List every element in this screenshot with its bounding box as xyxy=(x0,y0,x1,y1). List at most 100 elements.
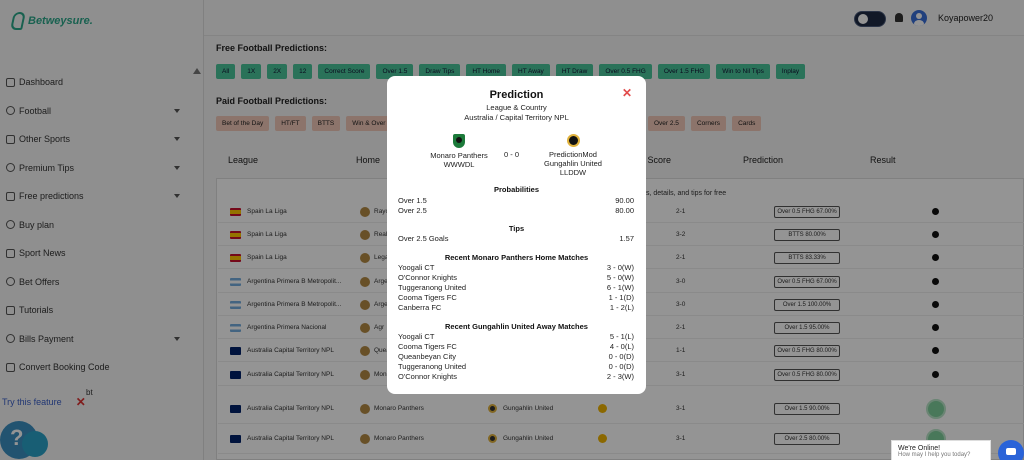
flag-icon xyxy=(230,277,241,286)
sidebar-item-sport-news[interactable]: Sport News xyxy=(0,239,204,268)
help-icon[interactable]: ? xyxy=(0,415,52,460)
flag-icon xyxy=(230,323,241,332)
sidebar-item-dashboard[interactable]: Dashboard xyxy=(0,68,204,97)
flag-icon xyxy=(230,230,241,239)
tips-icon xyxy=(6,163,15,173)
sidebar-item-bet-offers[interactable]: Bet Offers xyxy=(0,268,204,297)
prediction-badge[interactable]: Over 1.5 100.00% xyxy=(774,298,840,311)
line-label: Yoogali CT xyxy=(398,263,435,272)
modal-line: Over 2.5 80.00 xyxy=(398,206,634,215)
filter-chip[interactable]: Draw Tips xyxy=(419,64,461,79)
sidebar-item-label: Free predictions xyxy=(19,191,84,202)
result-icon xyxy=(932,254,939,261)
col-score: d Score xyxy=(640,155,672,165)
line-label: Over 2.5 Goals xyxy=(398,234,449,243)
prediction-badge[interactable]: BTTS 80.00% xyxy=(774,228,840,241)
modal-line: Tuggeranong United 6 - 1(W) xyxy=(398,283,634,292)
prediction-badge[interactable]: Over 1.5 95.00% xyxy=(774,321,840,334)
sidebar-item-label: Buy plan xyxy=(19,219,55,230)
sidebar-item-buy-plan[interactable]: Buy plan xyxy=(0,211,204,240)
chat-icon[interactable] xyxy=(998,440,1024,460)
team-crest-icon xyxy=(360,276,370,287)
warning-icon[interactable] xyxy=(598,434,607,443)
sidebar-item-football[interactable]: Football xyxy=(0,97,204,126)
line-value: 5 - 1(L) xyxy=(609,332,634,341)
filter-chip[interactable]: All xyxy=(216,64,236,79)
prediction-badge[interactable]: Over 1.5 90.00% xyxy=(774,402,840,415)
flag-icon xyxy=(230,300,241,309)
filter-chip[interactable]: Inplay xyxy=(775,64,806,79)
col-home: Home xyxy=(356,155,381,165)
brand-logo[interactable]: Betweysure. xyxy=(10,12,93,30)
league-name: Australia Capital Territory NPL xyxy=(247,405,334,412)
sidebar-item-tutorials[interactable]: Tutorials xyxy=(0,296,204,325)
prediction-badge[interactable]: Over 0.5 FHG 67.00% xyxy=(774,205,840,218)
theme-toggle[interactable] xyxy=(854,11,886,27)
filter-chip[interactable]: HT/FT xyxy=(275,116,306,131)
league-name: Spain La Liga xyxy=(247,254,287,261)
line-value: 0 - 0(D) xyxy=(608,352,634,361)
line-label: Cooma Tigers FC xyxy=(398,293,457,302)
sidebar-item-convert-booking-code[interactable]: Convert Booking Code xyxy=(0,353,204,382)
away-crest-icon xyxy=(488,404,497,413)
sidebar-item-free-predictions[interactable]: Free predictions xyxy=(0,182,204,211)
avatar[interactable] xyxy=(911,10,927,26)
prediction-badge[interactable]: Over 0.5 FHG 67.00% xyxy=(774,275,840,288)
line-value: 0 - 0(D) xyxy=(608,362,634,371)
filter-chip[interactable]: Win & Over xyxy=(346,116,392,131)
league-name: Australia Capital Territory NPL xyxy=(247,435,334,442)
sidebar-item-premium-tips[interactable]: Premium Tips xyxy=(0,154,204,183)
prediction-modal: ✕ Prediction League & Country Australia … xyxy=(387,76,646,394)
prediction-badge[interactable]: BTTS 83.33% xyxy=(774,251,840,264)
filter-chip[interactable]: 1X xyxy=(241,64,262,79)
home-team: Monaro Panthers WWWDL xyxy=(427,132,491,169)
chevron-down-icon xyxy=(174,336,180,341)
line-value: 80.00 xyxy=(615,206,634,215)
football-icon xyxy=(6,106,15,116)
collapse-arrow-icon[interactable] xyxy=(193,68,201,74)
table-row[interactable]: Australia Capital Territory NPL Monaro Pa… xyxy=(218,394,1024,424)
filter-chip[interactable]: BTTS xyxy=(311,116,341,131)
sidebar: Betweysure. Dashboard Football Other Sport… xyxy=(0,0,204,460)
home-team-name: Real xyxy=(374,231,388,238)
filter-chip[interactable]: Bet of the Day xyxy=(216,116,270,131)
line-label: Tuggeranong United xyxy=(398,283,467,292)
filter-chip[interactable]: HT Away xyxy=(512,64,550,79)
bell-icon[interactable] xyxy=(895,13,903,22)
filter-chip[interactable]: HT Draw xyxy=(555,64,594,79)
sidebar-item-bills-payment[interactable]: Bills Payment xyxy=(0,325,204,354)
home-team-name: Rayo xyxy=(374,208,390,215)
modal-line: Canberra FC 1 - 2(L) xyxy=(398,303,634,312)
score-value: 3-1 xyxy=(676,405,686,412)
sidebar-item-other-sports[interactable]: Other Sports xyxy=(0,125,204,154)
team-crest-icon xyxy=(360,433,370,444)
username[interactable]: Koyapower20 xyxy=(938,13,994,23)
filter-chip[interactable]: Over 0.5 FHG xyxy=(599,64,652,79)
chat-widget[interactable]: We're Online! How may I help you today? xyxy=(891,440,991,460)
prediction-badge[interactable]: Over 0.5 FHG 80.00% xyxy=(774,368,840,381)
modal-line: Over 1.5 90.00 xyxy=(398,196,634,205)
prediction-badge[interactable]: Over 0.5 FHG 80.00% xyxy=(774,344,840,357)
close-icon[interactable]: ✕ xyxy=(621,86,632,100)
filter-chip[interactable]: Win to Nil Tips xyxy=(716,64,770,79)
modal-title: Prediction xyxy=(489,89,544,101)
free-chip-row: All 1X 2X 12 Correct Score Over 1.5 Draw Tips H… xyxy=(216,64,806,79)
filter-chip[interactable]: Over 1.5 FHG xyxy=(657,64,711,79)
prediction-badge[interactable]: Over 2.5 80.00% xyxy=(774,432,840,445)
filter-chip[interactable]: Correct Score xyxy=(318,64,371,79)
filter-chip[interactable]: Cards xyxy=(732,116,762,131)
home-team-name: Monaro Panthers xyxy=(374,435,424,442)
paid-predictions-title: Paid Football Predictions: xyxy=(216,96,328,106)
filter-chip[interactable]: Over 2.5 xyxy=(648,116,685,131)
filter-chip[interactable]: HT Home xyxy=(466,64,507,79)
try-feature-link[interactable]: Try this feature xyxy=(2,397,62,407)
warning-icon[interactable] xyxy=(598,404,607,413)
modal-line: Tuggeranong United 0 - 0(D) xyxy=(398,362,634,371)
league-name: Argentina Primera Nacional xyxy=(247,324,327,331)
filter-chip[interactable]: Over 1.5 xyxy=(376,64,414,79)
filter-chip[interactable]: 2X xyxy=(267,64,288,79)
sidebar-item-label: Convert Booking Code xyxy=(19,362,110,373)
filter-chip[interactable]: Corners xyxy=(690,116,727,131)
filter-chip[interactable]: 12 xyxy=(293,64,313,79)
close-icon[interactable]: ✕ xyxy=(75,395,86,409)
